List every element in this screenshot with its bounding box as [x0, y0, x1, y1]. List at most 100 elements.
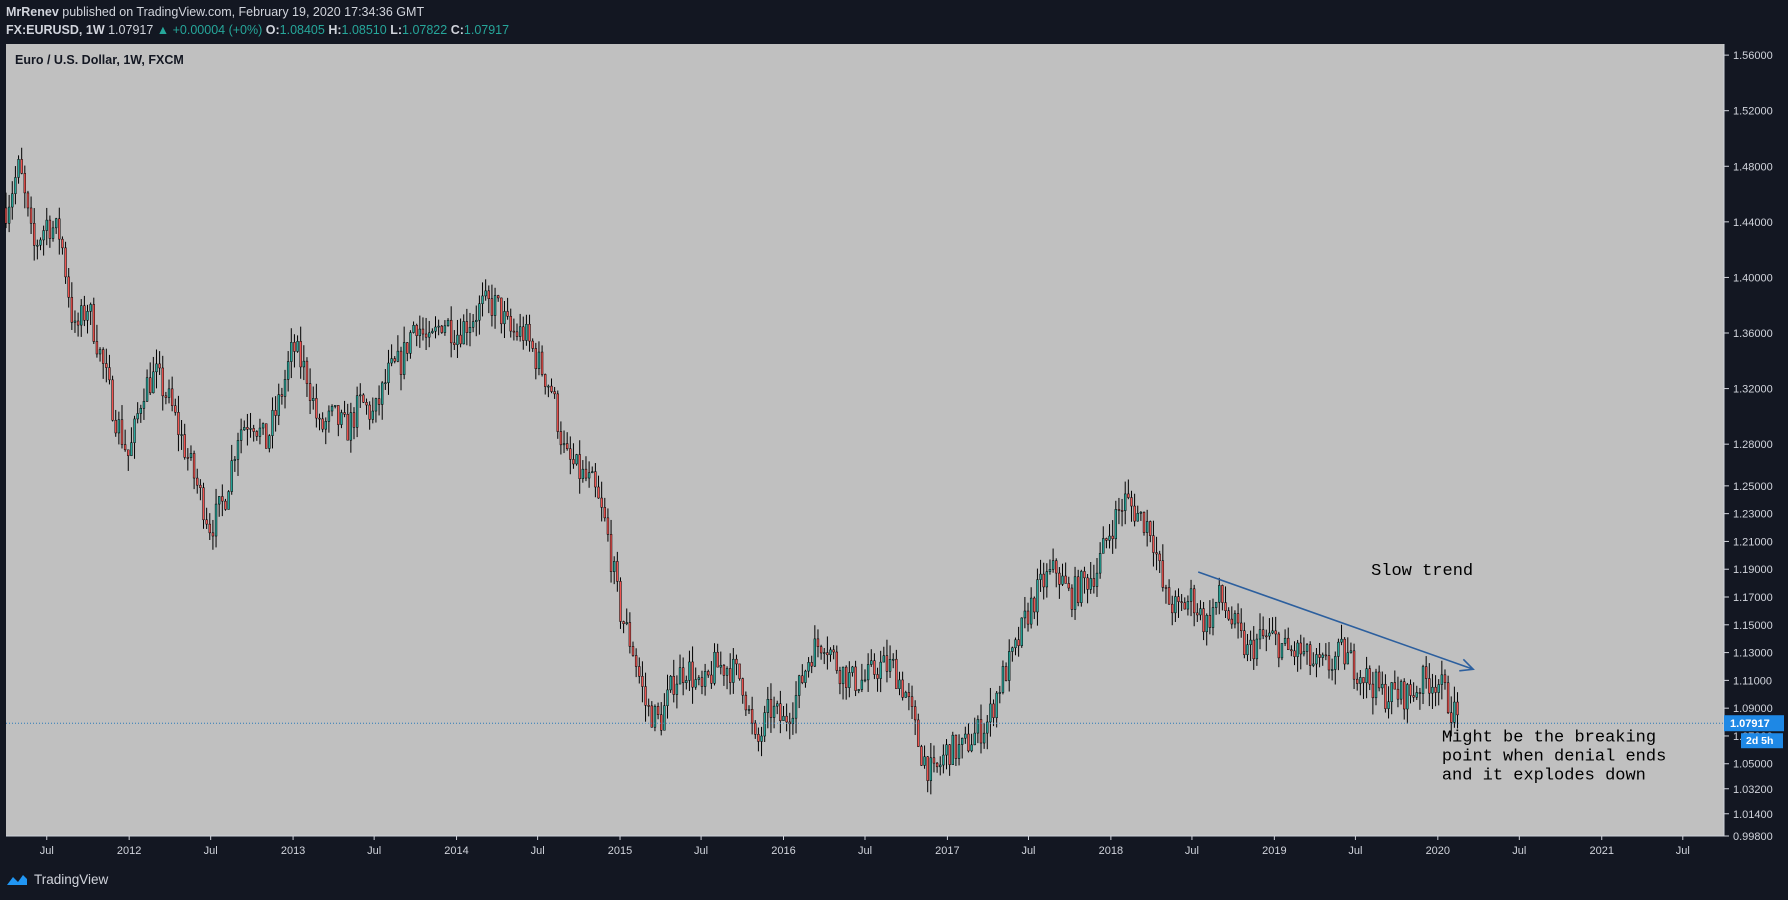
candle [449, 319, 453, 344]
publisher-username[interactable]: MrRenev [6, 5, 59, 19]
candle [1036, 579, 1039, 613]
candle [258, 427, 262, 437]
close-value: 1.07917 [463, 23, 510, 37]
candle [1067, 583, 1070, 589]
x-tick-label: Jul [1185, 845, 1199, 857]
candle [1308, 644, 1312, 666]
candle [42, 230, 45, 241]
candle [1362, 677, 1365, 684]
candle [446, 319, 450, 327]
candle [330, 405, 334, 412]
candle [1374, 671, 1378, 699]
candle [1368, 668, 1371, 685]
candle [1180, 601, 1183, 603]
candle [816, 638, 820, 647]
candle [700, 677, 704, 687]
candle [544, 374, 547, 387]
candle [471, 321, 475, 328]
y-tick-label: 1.40000 [1733, 272, 1773, 284]
candle [1080, 571, 1083, 603]
candle [857, 689, 860, 691]
candle [515, 331, 519, 337]
candle [164, 395, 168, 398]
candle [1365, 668, 1368, 684]
tradingview-footer[interactable]: TradingView [6, 872, 108, 887]
candle [838, 670, 842, 685]
candle [772, 705, 776, 718]
chart-plot-area[interactable] [6, 44, 1724, 836]
candle [957, 744, 961, 759]
candle [362, 394, 365, 403]
candle [406, 342, 409, 354]
candle [145, 377, 149, 402]
candle [1283, 637, 1287, 644]
candle [308, 383, 312, 401]
candle [525, 323, 528, 341]
candle [1136, 513, 1139, 522]
candle [804, 670, 807, 683]
candle [1431, 686, 1434, 694]
y-tick-label: 1.15000 [1733, 620, 1773, 632]
candle [832, 649, 835, 653]
candle [926, 756, 929, 781]
candle [973, 732, 976, 746]
candle [105, 363, 108, 368]
candle [776, 703, 779, 707]
candle [421, 328, 425, 335]
candle [913, 706, 917, 721]
candle [39, 239, 42, 246]
x-tick-label: Jul [1021, 845, 1035, 857]
candle [1424, 666, 1428, 679]
x-tick-label: 2019 [1262, 845, 1286, 857]
candle [1340, 638, 1343, 643]
candle [547, 385, 550, 388]
candle [732, 658, 735, 683]
candle [942, 754, 945, 766]
y-tick-label: 1.52000 [1733, 106, 1773, 118]
candle [26, 192, 30, 209]
chart-title: Euro / U.S. Dollar, 1W, FXCM [15, 53, 184, 67]
candle [562, 443, 566, 446]
candle [277, 394, 280, 416]
candle [1327, 655, 1331, 671]
candle [1058, 572, 1061, 585]
candle [302, 360, 306, 368]
candle [710, 674, 713, 684]
candle [1218, 585, 1221, 603]
candle [769, 699, 773, 718]
candle [208, 523, 211, 534]
candle [136, 413, 139, 420]
x-tick-label: 2015 [608, 845, 632, 857]
candle [1111, 535, 1114, 540]
y-tick-label: 1.09000 [1733, 703, 1773, 715]
x-tick-label: Jul [40, 845, 54, 857]
candle [512, 330, 516, 333]
candle [982, 732, 986, 744]
candle [170, 388, 174, 406]
candle [86, 311, 89, 321]
candle [58, 218, 61, 240]
candle [807, 662, 810, 672]
candle [402, 342, 406, 375]
candle [283, 379, 287, 397]
change-value: ▲ +0.00004 (+0%) [156, 23, 263, 37]
candle [1039, 573, 1042, 580]
candle [468, 326, 472, 333]
candle [1343, 638, 1346, 665]
candle [174, 405, 177, 413]
candle [1149, 521, 1152, 536]
candle [493, 295, 497, 316]
candle [305, 360, 309, 384]
candle [243, 427, 246, 431]
candle [782, 715, 785, 721]
candle [666, 689, 669, 707]
candle [989, 703, 992, 723]
candle [619, 581, 622, 622]
candle [929, 757, 933, 781]
candle [1337, 641, 1340, 657]
candle [826, 652, 829, 656]
candle [613, 561, 616, 572]
candle [594, 471, 597, 488]
candle [117, 419, 121, 434]
